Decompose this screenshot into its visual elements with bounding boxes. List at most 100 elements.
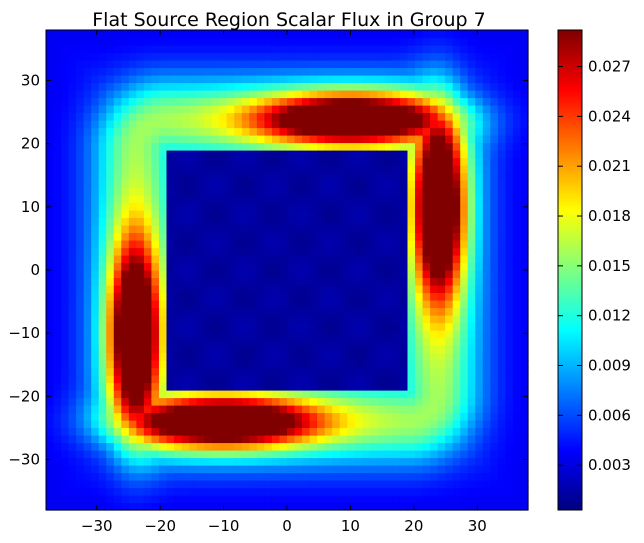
- heatmap-cell: [377, 442, 386, 451]
- heatmap-cell: [234, 37, 243, 46]
- heatmap-cell: [189, 322, 198, 331]
- heatmap-cell: [490, 247, 499, 256]
- heatmap-cell: [166, 315, 175, 324]
- heatmap-cell: [452, 382, 461, 391]
- heatmap-cell: [174, 180, 183, 189]
- heatmap-cell: [136, 67, 145, 76]
- heatmap-cell: [76, 172, 85, 181]
- heatmap-cell: [204, 135, 213, 144]
- heatmap-cell: [347, 172, 356, 181]
- heatmap-cell: [415, 232, 424, 241]
- heatmap-cell: [46, 412, 55, 421]
- heatmap-cell: [354, 112, 363, 121]
- heatmap-cell: [53, 330, 62, 339]
- heatmap-cell: [512, 165, 522, 174]
- heatmap-cell: [490, 142, 499, 151]
- heatmap-cell: [113, 352, 122, 361]
- heatmap-cell: [158, 112, 168, 121]
- heatmap-cell: [287, 450, 296, 459]
- heatmap-cell: [219, 120, 228, 129]
- heatmap-cell: [98, 397, 107, 406]
- heatmap-cell: [113, 390, 122, 399]
- heatmap-cell: [158, 97, 168, 106]
- heatmap-cell: [415, 412, 424, 421]
- heatmap-cell: [128, 210, 137, 219]
- heatmap-cell: [302, 427, 311, 436]
- heatmap-cell: [302, 127, 311, 136]
- heatmap-cell: [505, 210, 514, 219]
- heatmap-cell: [460, 172, 469, 181]
- heatmap-cell: [384, 315, 394, 324]
- heatmap-cell: [53, 60, 62, 69]
- heatmap-cell: [151, 202, 160, 211]
- heatmap-cell: [332, 390, 341, 399]
- heatmap-cell: [143, 30, 153, 39]
- heatmap-cell: [143, 315, 153, 324]
- heatmap-cell: [136, 135, 145, 144]
- heatmap-cell: [211, 232, 220, 241]
- heatmap-cell: [512, 120, 522, 129]
- heatmap-cell: [106, 240, 115, 249]
- heatmap-cell: [467, 435, 476, 444]
- heatmap-cell: [61, 345, 70, 354]
- heatmap-cell: [271, 150, 281, 159]
- heatmap-cell: [437, 262, 446, 271]
- heatmap-cell: [362, 90, 371, 99]
- heatmap-cell: [362, 337, 371, 346]
- heatmap-cell: [362, 457, 371, 466]
- heatmap-cell: [211, 52, 220, 61]
- heatmap-cell: [121, 337, 130, 346]
- heatmap-cell: [294, 472, 303, 481]
- heatmap-cell: [317, 427, 326, 436]
- heatmap-cell: [61, 495, 70, 504]
- heatmap-cell: [415, 277, 424, 286]
- heatmap-cell: [347, 450, 356, 459]
- heatmap-cell: [460, 405, 469, 414]
- heatmap-cell: [256, 165, 266, 174]
- heatmap-cell: [452, 277, 461, 286]
- heatmap-cell: [467, 180, 476, 189]
- heatmap-cell: [392, 247, 401, 256]
- heatmap-cell: [384, 150, 394, 159]
- heatmap-cell: [467, 315, 476, 324]
- heatmap-cell: [294, 360, 303, 369]
- heatmap-cell: [490, 180, 499, 189]
- heatmap-cell: [279, 427, 288, 436]
- heatmap-cell: [143, 337, 153, 346]
- heatmap-cell: [279, 465, 288, 474]
- heatmap-cell: [128, 412, 137, 421]
- heatmap-cell: [422, 480, 431, 489]
- heatmap-cell: [249, 487, 258, 496]
- heatmap-cell: [46, 292, 55, 301]
- heatmap-cell: [377, 172, 386, 181]
- heatmap-cell: [181, 172, 190, 181]
- heatmap-cell: [151, 180, 160, 189]
- heatmap-cell: [482, 472, 491, 481]
- heatmap-cell: [271, 202, 281, 211]
- heatmap-cell: [399, 240, 409, 249]
- heatmap-cell: [196, 465, 205, 474]
- heatmap-cell: [61, 300, 70, 309]
- heatmap-cell: [121, 82, 130, 91]
- heatmap-cell: [475, 187, 484, 196]
- heatmap-cell: [309, 30, 318, 39]
- heatmap-cell: [271, 382, 281, 391]
- heatmap-cell: [196, 502, 205, 511]
- heatmap-cell: [467, 112, 476, 121]
- heatmap-cell: [294, 247, 303, 256]
- heatmap-cell: [121, 330, 130, 339]
- heatmap-cell: [407, 135, 416, 144]
- heatmap-cell: [437, 135, 446, 144]
- heatmap-cell: [475, 120, 484, 129]
- heatmap-cell: [347, 457, 356, 466]
- heatmap-cell: [234, 315, 243, 324]
- heatmap-cell: [520, 180, 529, 189]
- heatmap-cell: [151, 262, 160, 271]
- heatmap-cell: [497, 187, 507, 196]
- heatmap-cell: [256, 345, 266, 354]
- heatmap-cell: [189, 375, 198, 384]
- heatmap-cell: [151, 172, 160, 181]
- heatmap-cell: [362, 232, 371, 241]
- heatmap-cell: [302, 172, 311, 181]
- heatmap-cell: [490, 120, 499, 129]
